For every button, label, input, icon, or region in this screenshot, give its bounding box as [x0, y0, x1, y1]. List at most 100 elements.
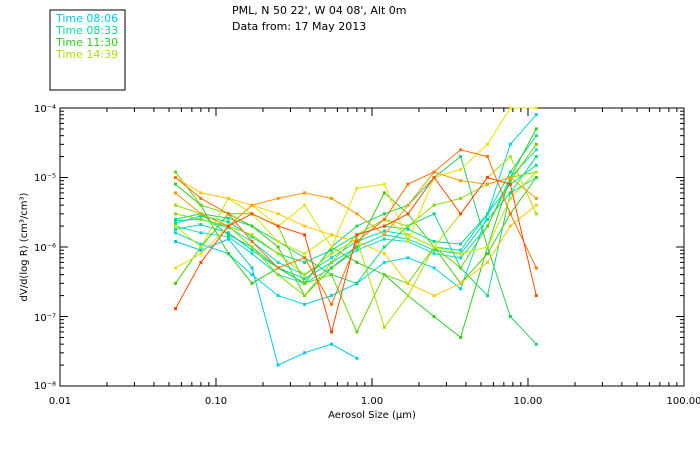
series-point-11	[174, 212, 177, 216]
series-point-15	[226, 196, 230, 200]
series-point-5	[303, 260, 307, 264]
series-point-5	[226, 220, 230, 224]
series-point-10	[534, 142, 538, 146]
y-tick-label-1: 10⁻⁷	[34, 313, 56, 324]
series-point-12	[355, 237, 359, 241]
series-point-18	[382, 224, 386, 228]
y-tick-label-4: 10⁻⁴	[34, 104, 56, 115]
series-point-17	[382, 217, 386, 221]
series-point-18	[508, 182, 512, 186]
series-point-4	[486, 217, 489, 221]
series-point-3	[382, 229, 386, 233]
x-tick-label-4: 100.00	[667, 396, 700, 407]
series-point-7	[534, 342, 538, 346]
series-point-18	[250, 212, 254, 216]
series-point-2	[534, 148, 538, 152]
series-point-17	[250, 240, 254, 243]
series-point-12	[174, 203, 177, 207]
series-point-5	[508, 170, 512, 174]
series-point-4	[199, 223, 203, 227]
x-tick-label-1: 0.10	[205, 396, 227, 407]
series-point-18	[276, 224, 280, 228]
series-point-16	[174, 191, 177, 195]
series-point-6	[432, 212, 436, 216]
series-point-9	[382, 191, 386, 195]
series-point-1	[303, 302, 307, 306]
series-point-10	[508, 179, 512, 183]
series-point-1	[199, 242, 203, 246]
series-point-17	[276, 266, 280, 270]
series-point-13	[459, 252, 463, 256]
series-point-17	[355, 240, 359, 243]
series-point-2	[226, 235, 230, 239]
series-point-14	[486, 142, 489, 146]
series-point-1	[276, 294, 280, 298]
legend-item-2: Time 11:30	[55, 36, 118, 49]
series-point-10	[486, 224, 489, 228]
series-point-10	[382, 273, 386, 277]
series-point-5	[486, 212, 489, 216]
series-point-14	[459, 168, 463, 172]
series-point-18	[355, 233, 359, 237]
series-point-7	[226, 233, 230, 237]
series-line-1	[175, 114, 537, 305]
series-point-18	[486, 176, 489, 179]
series-point-18	[199, 260, 203, 264]
series-point-4	[250, 248, 254, 252]
series-point-14	[406, 240, 410, 243]
series-point-0	[303, 351, 307, 355]
series-point-1	[432, 266, 436, 270]
location-title: PML, N 50 22', W 04 08', Alt 0m	[232, 4, 406, 17]
series-point-4	[303, 277, 307, 281]
series-point-17	[486, 155, 489, 159]
series-point-10	[330, 273, 333, 277]
series-point-12	[508, 155, 512, 159]
series-point-17	[303, 256, 307, 260]
series-layer	[174, 106, 538, 367]
x-tick-label-2: 1.00	[361, 396, 383, 407]
series-point-9	[276, 245, 280, 249]
series-point-17	[226, 212, 230, 216]
series-point-11	[432, 203, 436, 207]
series-line-0	[175, 238, 358, 366]
series-point-0	[276, 363, 280, 367]
series-point-15	[459, 281, 463, 285]
series-point-6	[355, 281, 359, 285]
series-point-9	[250, 224, 254, 228]
series-point-16	[508, 176, 512, 179]
series-point-11	[250, 245, 254, 249]
series-point-1	[508, 142, 512, 146]
series-point-8	[432, 315, 436, 318]
series-point-14	[534, 106, 538, 110]
series-point-16	[250, 203, 254, 207]
series-point-1	[250, 273, 254, 277]
series-point-17	[534, 266, 538, 270]
series-point-15	[432, 294, 436, 298]
series-point-7	[508, 315, 512, 318]
series-point-4	[406, 237, 410, 241]
series-point-5	[330, 248, 333, 252]
legend-item-3: Time 14:39	[55, 48, 118, 61]
series-point-10	[355, 330, 359, 334]
series-point-18	[432, 176, 436, 179]
series-point-16	[303, 191, 307, 195]
series-point-9	[486, 252, 489, 256]
series-point-10	[199, 203, 203, 207]
series-point-2	[382, 237, 386, 241]
series-point-9	[534, 176, 538, 179]
series-point-15	[199, 191, 203, 195]
series-point-0	[226, 237, 230, 241]
series-point-13	[534, 170, 538, 174]
series-point-7	[355, 224, 359, 228]
series-point-16	[276, 196, 280, 200]
series-point-10	[303, 281, 307, 285]
series-point-7	[382, 212, 386, 216]
series-point-13	[303, 252, 307, 256]
series-point-15	[276, 212, 280, 216]
series-point-0	[330, 342, 333, 346]
series-point-4	[174, 227, 177, 231]
series-point-6	[382, 245, 386, 249]
series-point-2	[199, 231, 203, 235]
series-point-2	[250, 252, 254, 256]
series-point-16	[534, 196, 538, 200]
